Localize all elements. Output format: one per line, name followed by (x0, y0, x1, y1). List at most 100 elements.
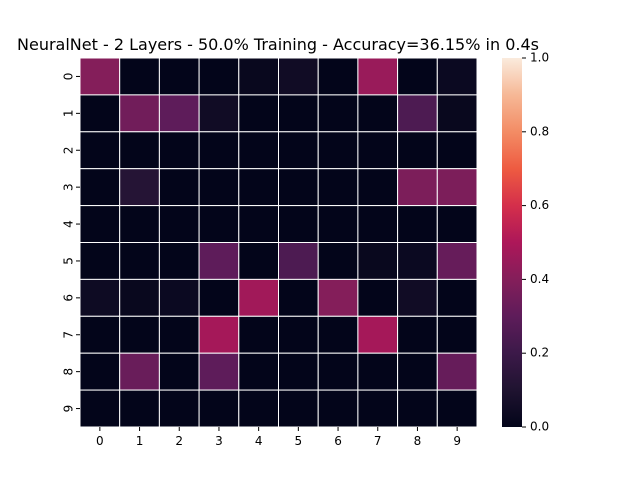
heatmap-cell (158, 168, 200, 207)
heatmap-cell (198, 168, 240, 207)
heatmap-cell (198, 205, 240, 244)
heatmap-cell (158, 94, 200, 133)
x-tick-label: 8 (414, 434, 422, 448)
heatmap-cell (119, 131, 160, 170)
heatmap-cell (436, 278, 478, 317)
x-tick-label: 4 (255, 434, 263, 448)
heatmap-cell (79, 242, 121, 280)
heatmap-cell (436, 389, 478, 428)
heatmap-cell (357, 389, 399, 428)
heatmap-cell (79, 389, 121, 428)
heatmap-cell (357, 315, 399, 354)
heatmap-cell (119, 205, 160, 244)
heatmap-cell (238, 352, 280, 391)
heatmap-cell (158, 389, 200, 428)
heatmap-cell (357, 57, 399, 96)
y-tick-label: 1 (62, 110, 76, 118)
heatmap-cell (79, 205, 121, 244)
heatmap-cell (238, 168, 280, 207)
heatmap-cell (397, 57, 438, 96)
y-tick-label: 2 (62, 146, 76, 154)
heatmap-cell (397, 352, 438, 391)
heatmap-cell (357, 131, 399, 170)
heatmap-cell (158, 131, 200, 170)
heatmap-cell (436, 242, 478, 280)
colorbar-tick-label: 1.0 (530, 51, 549, 65)
heatmap-cell (317, 131, 359, 170)
heatmap-cell (397, 94, 438, 133)
colorbar (502, 58, 522, 427)
heatmap-cell (198, 131, 240, 170)
chart-title: NeuralNet - 2 Layers - 50.0% Training - … (17, 35, 539, 54)
x-tick-label: 0 (96, 434, 104, 448)
heatmap-cell (357, 242, 399, 280)
heatmap-cell (119, 278, 160, 317)
heatmap-cell (238, 315, 280, 354)
heatmap-cell (198, 315, 240, 354)
heatmap-cell (119, 57, 160, 96)
heatmap-cell (198, 389, 240, 428)
heatmap-cell (278, 131, 319, 170)
heatmap-cell (397, 131, 438, 170)
y-tick-label: 7 (62, 331, 76, 339)
heatmap-cell (278, 57, 319, 96)
x-tick-label: 2 (175, 434, 183, 448)
colorbar-tick-label: 0.8 (530, 124, 549, 138)
heatmap-cell (238, 57, 280, 96)
heatmap-cell (317, 57, 359, 96)
y-tick-label: 6 (62, 294, 76, 302)
heatmap-cell (238, 242, 280, 280)
heatmap-cell (436, 57, 478, 96)
heatmap-cell (436, 94, 478, 133)
heatmap-cell (317, 168, 359, 207)
heatmap-cell (278, 352, 319, 391)
heatmap-cell (317, 242, 359, 280)
y-tick-label: 0 (62, 73, 76, 81)
heatmap-cell (436, 315, 478, 354)
colorbar-tick-label: 0.2 (530, 346, 549, 360)
heatmap-cell (119, 352, 160, 391)
heatmap-cell (397, 205, 438, 244)
x-tick-label: 3 (215, 434, 223, 448)
heatmap-cell (238, 205, 280, 244)
heatmap-cell (397, 242, 438, 280)
heatmap-cell (198, 278, 240, 317)
heatmap-cell (158, 352, 200, 391)
heatmap-cell (357, 205, 399, 244)
y-tick-label: 8 (62, 368, 76, 376)
heatmap-cell (119, 315, 160, 354)
heatmap-cell (317, 205, 359, 244)
heatmap-cell (317, 315, 359, 354)
colorbar-ticks: 0.0 0.2 0.4 0.6 0.8 1.0 (522, 51, 549, 434)
heatmap-cell (158, 315, 200, 354)
heatmap-cell (198, 242, 240, 280)
heatmap-cell (119, 242, 160, 280)
heatmap-cell (79, 315, 121, 354)
heatmap-cell (278, 94, 319, 133)
heatmap-cell (397, 389, 438, 428)
heatmap-cell (317, 278, 359, 317)
colorbar-tick-label: 0.4 (530, 272, 549, 286)
heatmap-cell (278, 205, 319, 244)
x-tick-label: 6 (334, 434, 342, 448)
heatmap-cell (79, 57, 121, 96)
x-tick-label: 5 (295, 434, 303, 448)
heatmap-cell (79, 94, 121, 133)
y-tick-label: 5 (62, 257, 76, 265)
heatmap-cell (436, 352, 478, 391)
heatmap-cell (238, 278, 280, 317)
heatmap-cell (436, 131, 478, 170)
heatmap-cell (158, 242, 200, 280)
heatmap-cell (357, 168, 399, 207)
heatmap-cell (278, 278, 319, 317)
heatmap-cell (79, 278, 121, 317)
heatmap-cells (79, 57, 478, 428)
heatmap-cell (397, 278, 438, 317)
heatmap-cell (198, 352, 240, 391)
x-tick-label: 9 (453, 434, 461, 448)
heatmap-cell (357, 278, 399, 317)
heatmap-cell (158, 278, 200, 317)
heatmap-cell (198, 57, 240, 96)
x-tick-label: 7 (374, 434, 382, 448)
